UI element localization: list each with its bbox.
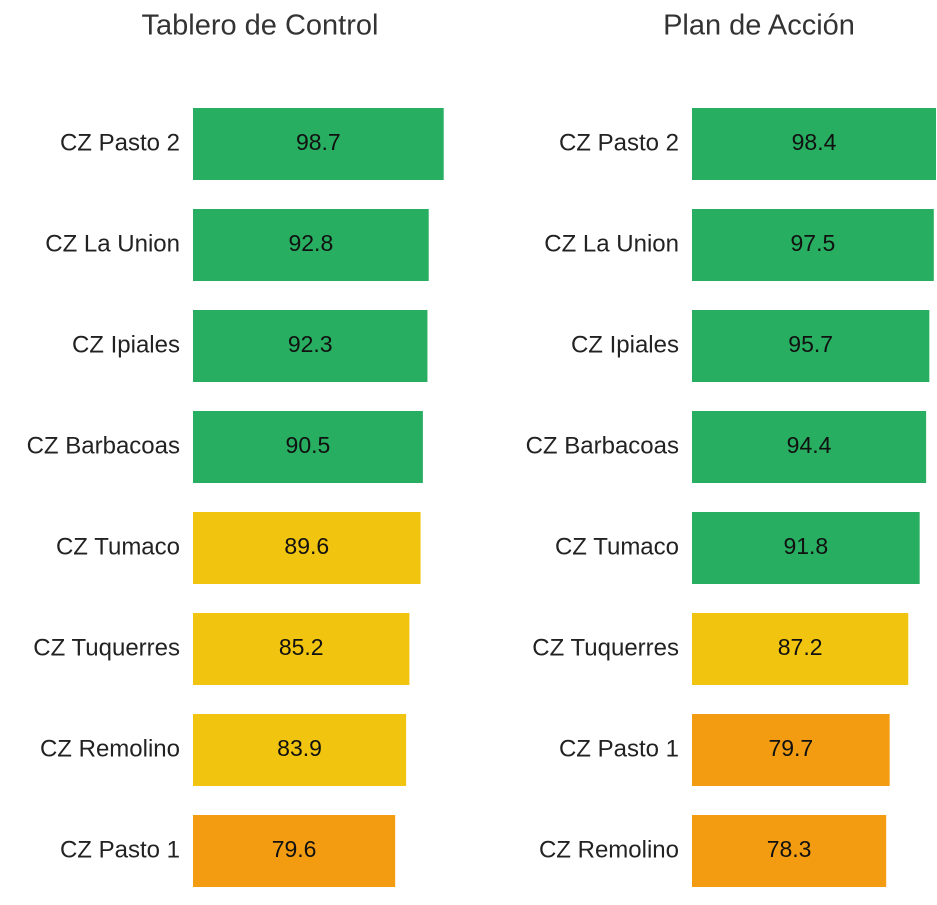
bar	[692, 714, 890, 786]
value-label: 91.8	[783, 533, 828, 559]
bar	[193, 310, 428, 382]
bar	[193, 411, 423, 483]
category-label: CZ Remolino	[539, 836, 679, 863]
value-label: 89.6	[284, 533, 329, 559]
chart-title: Tablero de Control	[142, 10, 379, 42]
bar	[193, 613, 410, 685]
value-label: 85.2	[279, 634, 324, 660]
category-label: CZ Tumaco	[56, 533, 180, 560]
value-label: 97.5	[791, 230, 836, 256]
bar	[692, 108, 937, 180]
value-label: 90.5	[286, 432, 331, 458]
category-label: CZ Remolino	[40, 735, 180, 762]
value-label: 87.2	[778, 634, 823, 660]
value-label: 79.6	[272, 836, 317, 862]
category-label: CZ La Union	[45, 230, 180, 257]
value-label: 83.9	[277, 735, 322, 761]
category-label: CZ Ipiales	[571, 331, 679, 358]
value-label: 95.7	[788, 331, 833, 357]
category-label: CZ Pasto 2	[559, 129, 679, 156]
category-label: CZ La Union	[544, 230, 679, 257]
category-label: CZ Pasto 2	[60, 129, 180, 156]
bar	[193, 815, 396, 887]
value-label: 92.8	[288, 230, 333, 256]
bar	[193, 209, 429, 281]
bar	[692, 815, 887, 887]
bar	[692, 512, 920, 584]
bar	[193, 108, 444, 180]
value-label: 94.4	[787, 432, 832, 458]
chart-title: Plan de Acción	[663, 10, 855, 42]
value-label: 98.7	[296, 129, 341, 155]
value-label: 79.7	[768, 735, 813, 761]
category-label: CZ Pasto 1	[60, 836, 180, 863]
value-label: 98.4	[792, 129, 837, 155]
category-label: CZ Tuquerres	[532, 634, 679, 661]
bar	[692, 209, 934, 281]
bar	[692, 310, 930, 382]
value-label: 78.3	[767, 836, 812, 862]
bar	[193, 512, 421, 584]
category-label: CZ Barbacoas	[526, 432, 679, 459]
category-label: CZ Barbacoas	[27, 432, 180, 459]
bar	[193, 714, 407, 786]
category-label: CZ Ipiales	[72, 331, 180, 358]
category-label: CZ Tumaco	[555, 533, 679, 560]
category-label: CZ Pasto 1	[559, 735, 679, 762]
bar	[692, 411, 927, 483]
category-label: CZ Tuquerres	[33, 634, 180, 661]
bar	[692, 613, 909, 685]
value-label: 92.3	[288, 331, 333, 357]
